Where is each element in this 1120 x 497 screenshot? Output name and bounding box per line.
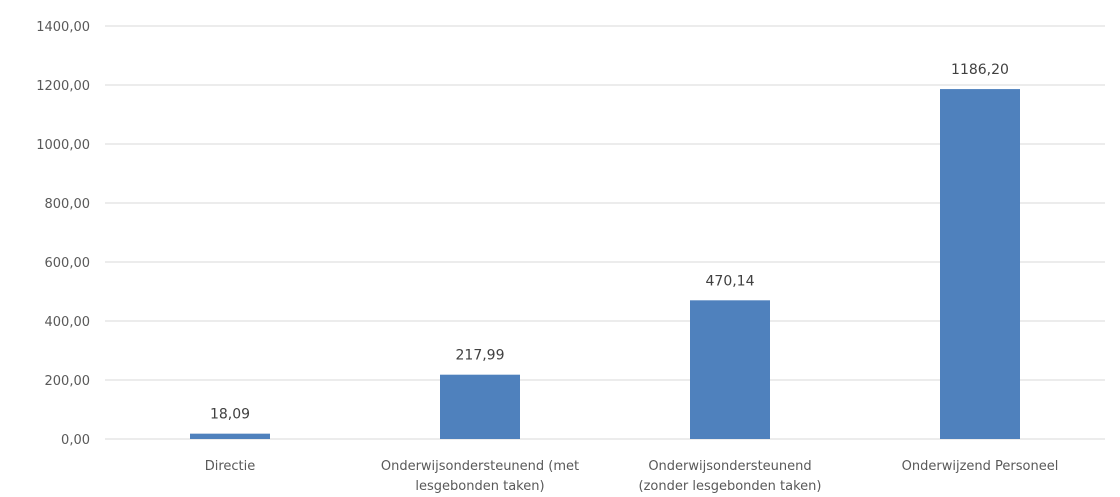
- bars: [190, 89, 1020, 440]
- y-tick-label: 1200,00: [36, 79, 90, 94]
- y-tick-label: 1000,00: [36, 138, 90, 153]
- category-label: (zonder lesgebonden taken): [639, 479, 822, 494]
- data-label: 217,99: [456, 348, 505, 364]
- data-labels: 18,09 217,99 470,14 1186,20: [210, 62, 1009, 423]
- bar: [190, 433, 270, 439]
- y-tick-label: 800,00: [45, 197, 91, 212]
- category-label: Onderwijzend Personeel: [902, 459, 1059, 474]
- category-label: Onderwijsondersteunend: [648, 459, 811, 474]
- y-tick-label: 200,00: [45, 374, 91, 389]
- data-label: 470,14: [706, 273, 755, 289]
- y-tick-label: 0,00: [61, 433, 90, 448]
- bar: [440, 374, 520, 439]
- y-tick-label: 400,00: [45, 315, 91, 330]
- bar: [940, 89, 1020, 440]
- category-label: Directie: [205, 459, 256, 474]
- category-label: lesgebonden taken): [415, 479, 544, 494]
- y-axis-tick-labels: 0,00 200,00 400,00 600,00 800,00 1000,00 1200,…: [36, 20, 90, 448]
- y-tick-label: 1400,00: [36, 20, 90, 35]
- category-label: Onderwijsondersteunend (met: [381, 459, 579, 474]
- y-tick-label: 600,00: [45, 256, 91, 271]
- data-label: 18,09: [210, 407, 250, 423]
- x-axis-category-labels: Directie Onderwijsondersteunend (met lesge…: [205, 459, 1059, 494]
- bar: [690, 300, 770, 439]
- gridlines: [105, 25, 1105, 440]
- data-label: 1186,20: [951, 62, 1009, 78]
